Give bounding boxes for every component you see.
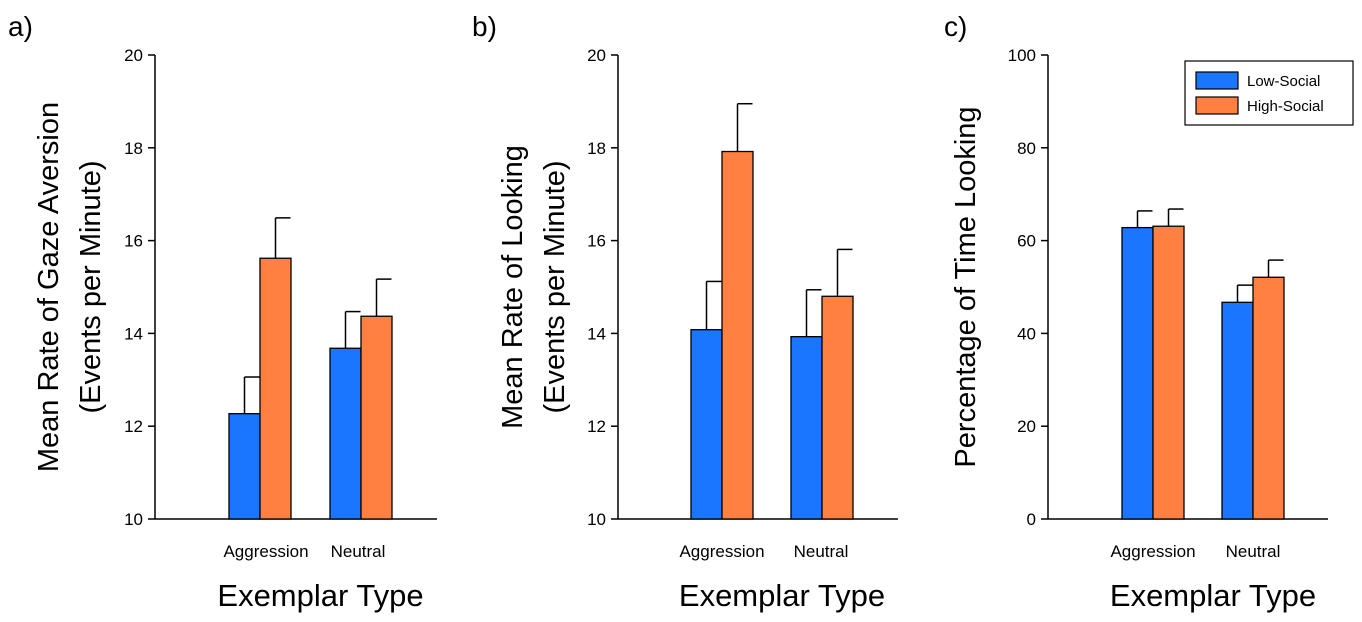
y-tick-label: 80	[1017, 139, 1036, 158]
panel-label: a)	[8, 11, 33, 42]
x-axis-title: Exemplar Type	[679, 578, 885, 613]
y-axis-subtitle: (Events per Minute)	[539, 160, 571, 413]
x-tick-label: Aggression	[1110, 542, 1195, 561]
x-tick-label: Aggression	[679, 542, 764, 561]
y-tick-label: 16	[124, 232, 143, 251]
y-tick-label: 60	[1017, 232, 1036, 251]
y-axis-title: Mean Rate of Gaze Aversion	[33, 102, 65, 472]
bar-high-social-aggression	[721, 150, 754, 520]
x-tick-label: Aggression	[223, 542, 308, 561]
legend-label: High-Social	[1247, 98, 1324, 115]
bar-low-social-aggression	[690, 329, 723, 520]
panel-label: c)	[944, 11, 967, 42]
chart-panel-2: b) 10 12 14 16 18 20 Mean Rate of Looking (Event…	[472, 11, 898, 613]
y-tick-label: 12	[587, 417, 606, 436]
x-tick-label: Neutral	[1226, 542, 1281, 561]
y-tick-label: 20	[587, 46, 606, 65]
y-tick-label: 10	[124, 510, 143, 529]
y-tick-label: 10	[587, 510, 606, 529]
legend-box	[1184, 60, 1354, 126]
y-tick-label: 14	[587, 324, 606, 343]
y-tick-label: 14	[124, 324, 143, 343]
bar-low-social-neutral	[790, 335, 823, 520]
legend: Low-Social High-Social	[1184, 60, 1354, 126]
bar-high-social-neutral	[360, 315, 393, 520]
x-axis-title: Exemplar Type	[1110, 578, 1316, 613]
bar-low-social-aggression	[1121, 226, 1154, 520]
y-tick-label: 20	[1017, 417, 1036, 436]
panel-label: b)	[472, 11, 497, 42]
bar-low-social-aggression	[228, 413, 261, 520]
bar-high-social-aggression	[259, 257, 292, 520]
y-tick-label: 12	[124, 417, 143, 436]
x-tick-label: Neutral	[794, 542, 849, 561]
y-tick-label: 18	[587, 139, 606, 158]
y-tick-label: 18	[124, 139, 143, 158]
chart-panel-3: c) 0 20 40 60 80 100 Percentage of Time Looking…	[944, 11, 1354, 613]
y-axis-subtitle: (Events per Minute)	[75, 160, 107, 413]
bar-high-social-aggression	[1152, 225, 1185, 520]
legend-swatch-low-social	[1195, 71, 1239, 90]
x-axis-title: Exemplar Type	[217, 578, 423, 613]
x-tick-label: Neutral	[331, 542, 386, 561]
chart-panel-1: a) 10 12 14 16 18 20 Mean Rate of Gaze Aversion…	[8, 11, 437, 613]
y-tick-label: 20	[124, 46, 143, 65]
y-tick-label: 100	[1008, 46, 1036, 65]
y-tick-label: 0	[1027, 510, 1036, 529]
legend-label: Low-Social	[1247, 73, 1320, 90]
y-tick-label: 40	[1017, 324, 1036, 343]
bar-high-social-neutral	[1252, 276, 1285, 520]
bar-high-social-neutral	[821, 295, 854, 520]
y-axis-title: Percentage of Time Looking	[950, 106, 982, 467]
y-axis-title: Mean Rate of Looking	[497, 145, 529, 429]
y-tick-label: 16	[587, 232, 606, 251]
bar-low-social-neutral	[1221, 301, 1254, 520]
bar-low-social-neutral	[329, 347, 362, 520]
legend-swatch-high-social	[1195, 96, 1239, 115]
